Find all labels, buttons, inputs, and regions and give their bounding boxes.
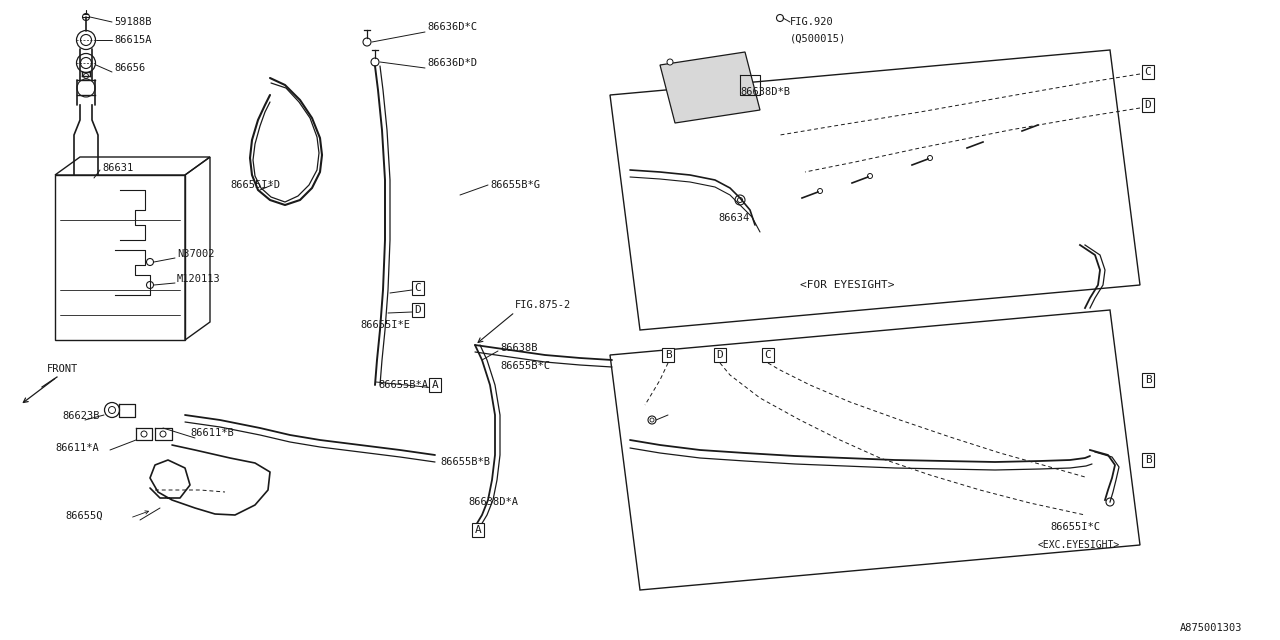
Text: 86655I*E: 86655I*E [360,320,410,330]
Text: 86655I*D: 86655I*D [230,180,280,190]
Text: 86636D*D: 86636D*D [428,58,477,68]
Text: FIG.875-2: FIG.875-2 [515,300,571,310]
Text: 86638D*B: 86638D*B [740,87,790,97]
Circle shape [928,156,933,161]
Text: FIG.920: FIG.920 [790,17,833,27]
Text: 86634: 86634 [718,213,749,223]
Circle shape [81,58,91,68]
Circle shape [83,74,88,79]
Circle shape [648,416,657,424]
Text: N37002: N37002 [177,249,215,259]
Text: B: B [664,350,672,360]
Text: 86631: 86631 [102,163,133,173]
Circle shape [371,58,379,66]
Text: C: C [1144,67,1152,77]
Text: 86611*A: 86611*A [55,443,99,453]
Circle shape [868,173,873,179]
Circle shape [146,282,154,289]
Text: 86655B*B: 86655B*B [440,457,490,467]
Text: B: B [1144,375,1152,385]
Circle shape [77,79,95,97]
Text: 86615A: 86615A [114,35,151,45]
Text: <EXC.EYESIGHT>: <EXC.EYESIGHT> [1038,540,1120,550]
Circle shape [105,403,119,417]
Text: 86636D*C: 86636D*C [428,22,477,32]
Circle shape [146,259,154,266]
Text: 86638B: 86638B [500,343,538,353]
Circle shape [777,15,783,22]
Text: 86656: 86656 [114,63,145,73]
Text: <FOR EYESIGHT>: <FOR EYESIGHT> [800,280,895,290]
Text: D: D [717,350,723,360]
Text: A875001303: A875001303 [1179,623,1242,633]
Text: (Q500015): (Q500015) [790,33,846,43]
Text: 86623B: 86623B [61,411,100,421]
Circle shape [737,198,742,202]
Circle shape [77,54,96,72]
Text: A: A [431,380,438,390]
Text: 86611*B: 86611*B [189,428,234,438]
Text: C: C [764,350,772,360]
Text: D: D [415,305,421,315]
Circle shape [160,431,166,437]
Circle shape [1106,498,1114,506]
Circle shape [109,406,115,413]
Circle shape [650,418,654,422]
Text: A: A [475,525,481,535]
Polygon shape [660,52,760,123]
Text: B: B [1144,455,1152,465]
Circle shape [82,13,90,20]
Text: M120113: M120113 [177,274,220,284]
Text: 86638D*A: 86638D*A [468,497,518,507]
Circle shape [364,38,371,46]
Text: 86655Q: 86655Q [65,511,102,521]
Text: FRONT: FRONT [47,364,78,374]
Text: D: D [1144,100,1152,110]
Circle shape [735,195,745,205]
Text: 86655I*C: 86655I*C [1050,522,1100,532]
Text: C: C [415,283,421,293]
Circle shape [81,35,91,45]
Text: 86655B*C: 86655B*C [500,361,550,371]
Text: 59188B: 59188B [114,17,151,27]
Text: 86655B*G: 86655B*G [490,180,540,190]
Circle shape [667,59,673,65]
Circle shape [141,431,147,437]
Text: 86655B*A: 86655B*A [378,380,428,390]
Circle shape [77,31,96,49]
Circle shape [818,189,823,193]
